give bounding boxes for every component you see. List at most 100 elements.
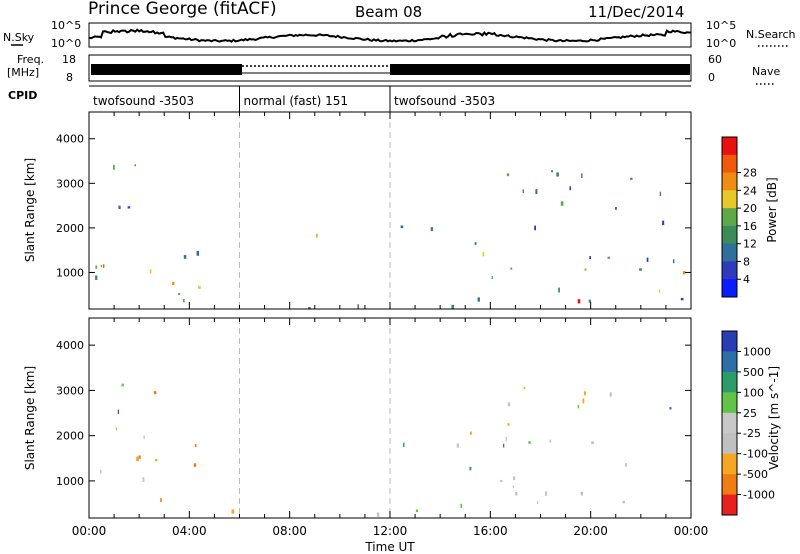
colorbar-tick-label: -500 [743, 468, 768, 481]
freq-unit-label: [MHz] [7, 66, 39, 79]
heatmap-cell [588, 299, 591, 303]
heatmap-cell [469, 431, 472, 435]
heatmap-cell [154, 458, 158, 462]
noise-search-label: N.Search [746, 28, 796, 41]
y-tick-label: 3000 [56, 177, 84, 190]
cpid-segment-label: normal (fast) 151 [244, 94, 348, 108]
heatmap-cell [512, 485, 514, 489]
colorbar-swatch [722, 137, 737, 156]
power-ylabel: Slant Range [km] [23, 158, 37, 262]
heatmap-cell [577, 299, 581, 304]
heatmap-cell [506, 173, 510, 177]
heatmap-cell [469, 466, 472, 471]
heatmap-cell [577, 405, 580, 409]
y-tick-label: 4000 [56, 339, 84, 352]
heatmap-cell [589, 256, 591, 259]
heatmap-cell [569, 186, 572, 191]
heatmap-cell [460, 503, 463, 508]
heatmap-cell [515, 492, 518, 496]
heatmap-cell [491, 276, 493, 280]
heatmap-cell [113, 164, 115, 170]
heatmap-cell [615, 207, 617, 210]
station-title: Prince George (fitACF) [88, 0, 277, 19]
cpid-label: CPID [8, 89, 37, 102]
colorbar-swatch [722, 474, 737, 495]
cpid-segment-label: twofsound -3503 [394, 94, 495, 108]
colorbar-tick-label: 12 [743, 238, 757, 251]
heatmap-cell [193, 463, 197, 467]
y-tick-label: 2000 [56, 222, 84, 235]
colorbar-tick-label: 1000 [743, 345, 771, 358]
colorbar-tick-label: 4 [743, 273, 750, 286]
colorbar-tick-label: 20 [743, 202, 757, 215]
heatmap-cell [198, 285, 201, 289]
colorbar-swatch [722, 172, 737, 191]
colorbar-swatch [722, 351, 737, 373]
cpid-segments: twofsound -3503 normal (fast) 151 twofsoun… [93, 86, 495, 112]
velocity-colorbar-label: Velocity [m s^-1] [767, 366, 781, 470]
heatmap-cell [607, 256, 611, 259]
heatmap-cell [499, 479, 503, 483]
colorbar-swatch [722, 154, 737, 174]
heatmap-cell [580, 491, 583, 496]
heatmap-cell [178, 293, 181, 296]
heatmap-cell [403, 442, 405, 447]
heatmap-cell [474, 242, 477, 245]
heatmap-cell [507, 423, 510, 426]
noise-right-tick-top: 10^5 [706, 19, 736, 32]
power-colorbar-label: Power [dB] [765, 177, 779, 242]
nave-label: Nave [752, 65, 780, 78]
heatmap-cell [558, 287, 560, 293]
heatmap-cell [630, 177, 633, 180]
power-panel-bg [89, 112, 691, 309]
colorbar-swatch [722, 208, 737, 227]
colorbar-swatch [722, 371, 737, 393]
heatmap-cell [682, 270, 686, 275]
noise-left-tick-bottom: 10^0 [51, 37, 81, 50]
x-tick-label: 08:00 [272, 524, 307, 538]
y-tick-label: 2000 [56, 430, 84, 443]
x-tick-labels: 00:00 04:00 08:00 12:00 16:00 20:00 00:00 [72, 524, 709, 538]
colorbar-tick-label: -100 [743, 448, 768, 461]
heatmap-cell [680, 297, 684, 301]
heatmap-cell [316, 233, 318, 238]
heatmap-cell [160, 498, 162, 502]
heatmap-cell [196, 250, 200, 256]
heatmap-cell [153, 391, 157, 395]
noise-sky-trace [88, 28, 691, 43]
heatmap-cell [622, 500, 625, 504]
colorbar-swatch [722, 412, 737, 434]
freq-tick-top: 18 [62, 53, 76, 66]
heatmap-cell [625, 463, 627, 467]
heatmap-cell [415, 509, 419, 513]
heatmap-cell [477, 297, 480, 302]
colorbar-swatch [722, 331, 737, 352]
x-tick-label: 12:00 [373, 524, 408, 538]
freq-band-3 [390, 64, 690, 75]
freq-band-1 [91, 64, 242, 75]
heatmap-cell [134, 164, 136, 167]
y-tick-label: 1000 [56, 475, 84, 488]
heatmap-cell [582, 398, 585, 404]
heatmap-cell [149, 269, 152, 274]
heatmap-cell [136, 456, 139, 462]
heatmap-cell [549, 439, 552, 443]
heatmap-cell [100, 469, 102, 474]
colorbar-tick-label: 500 [743, 366, 764, 379]
heatmap-cell [430, 227, 434, 232]
heatmap-cell [482, 252, 485, 257]
heatmap-cell [138, 455, 141, 459]
x-tick-label: 20:00 [573, 524, 608, 538]
noise-right-tick-bottom: 10^0 [706, 37, 736, 50]
nave-tick-top: 60 [708, 53, 722, 66]
cpid-segment-label: twofsound -3503 [93, 94, 194, 108]
heatmap-cell [556, 172, 559, 177]
noise-panel-frame [88, 22, 692, 48]
nave-tick-bottom: 0 [708, 71, 715, 84]
heatmap-cell [551, 170, 553, 173]
heatmap-cell [534, 225, 536, 231]
noise-sky-label: N.Sky [3, 31, 35, 44]
heatmap-cell [535, 189, 538, 195]
colorbar-swatch [722, 494, 737, 516]
